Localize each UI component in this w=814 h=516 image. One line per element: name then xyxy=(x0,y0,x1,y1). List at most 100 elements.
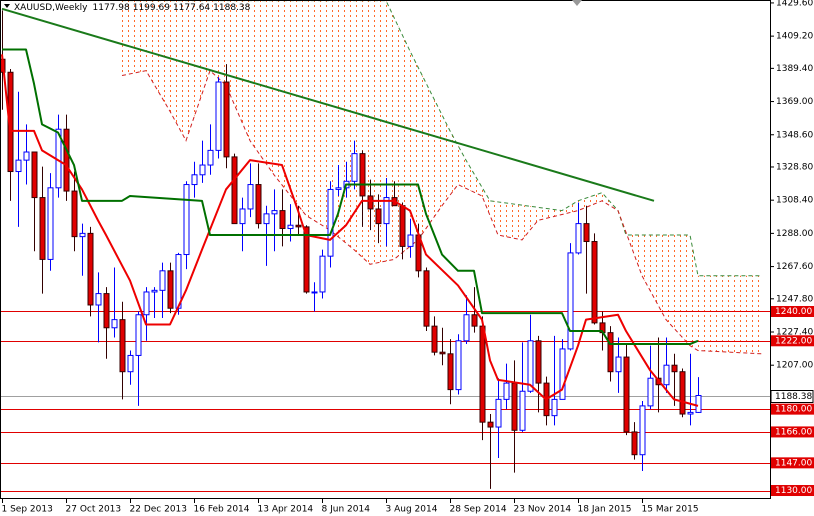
candle-body xyxy=(631,431,638,456)
candle-body xyxy=(39,197,46,260)
trend-line xyxy=(1,7,655,202)
candle-body xyxy=(319,255,326,293)
candle-body xyxy=(495,398,502,428)
y-tick-label: 1288.00 xyxy=(776,229,813,239)
last-close: 1188.38 xyxy=(213,3,250,13)
candle-body xyxy=(279,210,286,229)
level-label: 1240.00 xyxy=(775,307,812,317)
candle-body xyxy=(231,156,238,225)
candle-body xyxy=(15,159,22,173)
x-tick-label: 23 Nov 2014 xyxy=(514,505,572,515)
candle-body xyxy=(167,270,174,309)
candle-body xyxy=(615,356,622,373)
candle-body xyxy=(551,398,558,417)
tenkan-line xyxy=(1,54,699,407)
candle-body xyxy=(399,205,406,247)
candle-body xyxy=(7,71,14,173)
candle-body xyxy=(31,151,38,199)
candle-body xyxy=(63,128,70,192)
y-tick-label: 1207.00 xyxy=(776,361,813,371)
candle-body xyxy=(79,232,86,238)
current-price-label: 1188.38 xyxy=(775,392,812,402)
candle-body xyxy=(623,356,630,433)
candle-body xyxy=(103,293,110,329)
header-icon xyxy=(4,4,10,8)
level-label: 1147.00 xyxy=(775,458,812,468)
y-tick-label: 1389.40 xyxy=(776,64,813,74)
current-price-box xyxy=(770,390,814,403)
candle-body xyxy=(247,184,254,210)
candle-body xyxy=(159,270,166,291)
candle-body xyxy=(511,382,518,431)
x-tick-label: 18 Jan 2015 xyxy=(578,505,632,515)
candle-body xyxy=(575,223,582,254)
x-tick-label: 3 Aug 2014 xyxy=(386,505,438,515)
x-tick-label: 16 Feb 2014 xyxy=(194,505,250,515)
x-tick-label: 8 Jun 2014 xyxy=(322,505,371,515)
x-tick-label: 28 Sep 2014 xyxy=(450,505,507,515)
candle-body xyxy=(527,340,534,392)
candle-body xyxy=(263,213,270,225)
candle-body xyxy=(567,252,574,350)
shift-marker xyxy=(572,0,582,6)
candle-body xyxy=(679,371,686,415)
candle-body xyxy=(535,340,542,384)
candle-body xyxy=(607,332,614,373)
candle-body xyxy=(663,364,670,386)
candle-body xyxy=(311,291,318,294)
candle-body xyxy=(503,382,510,400)
y-tick-label: 1328.80 xyxy=(776,162,813,172)
y-tick-label: 1227.40 xyxy=(776,328,813,338)
y-tick-label: 1267.60 xyxy=(776,262,813,272)
plot-area xyxy=(0,0,770,492)
candle-body xyxy=(439,351,446,355)
candle-body xyxy=(111,319,118,329)
candle-body xyxy=(695,395,702,413)
candle-body xyxy=(407,234,414,247)
candle-body xyxy=(687,411,694,415)
candle-body xyxy=(447,353,454,391)
candle-body xyxy=(359,153,366,197)
level-label-box xyxy=(771,485,814,497)
candle-body xyxy=(639,405,646,456)
candle-body xyxy=(239,208,246,225)
candle-body xyxy=(287,224,294,229)
y-tick-label: 1429.60 xyxy=(776,0,813,8)
candle-body xyxy=(71,190,78,238)
candle-body xyxy=(583,223,590,243)
x-tick-label: 13 Apr 2014 xyxy=(258,505,314,515)
candle-body xyxy=(351,153,358,182)
x-tick-label: 15 Mar 2015 xyxy=(642,505,699,515)
candle-body xyxy=(199,164,206,176)
level-label: 1130.00 xyxy=(775,486,812,496)
level-label-box xyxy=(771,457,814,469)
level-label: 1222.00 xyxy=(775,336,812,346)
chart-header: XAUUSD,Weekly 1177.98 1199.69 1177.64 1188.3… xyxy=(14,3,251,13)
candle-body xyxy=(175,254,182,309)
candle-body xyxy=(255,184,262,225)
candle-body xyxy=(479,325,486,423)
y-tick-label: 1308.40 xyxy=(776,196,813,206)
y-tick-label: 1409.20 xyxy=(776,32,813,42)
candle-body xyxy=(95,293,102,306)
candle-body xyxy=(191,174,198,186)
candle-body xyxy=(47,187,54,260)
candle-body xyxy=(671,364,678,373)
y-tick-label: 1247.80 xyxy=(776,294,813,304)
candle-body xyxy=(135,314,142,356)
candle-body xyxy=(303,226,310,293)
candle-body xyxy=(87,232,94,306)
level-label: 1166.00 xyxy=(775,427,812,437)
candle-body xyxy=(127,354,134,373)
last-low: 1177.64 xyxy=(173,3,210,13)
candle-body xyxy=(383,197,390,225)
candle-body xyxy=(327,188,334,257)
candle-body xyxy=(335,187,342,190)
candle-body xyxy=(375,208,382,225)
last-open: 1177.98 xyxy=(93,3,130,13)
candle-body xyxy=(431,325,438,353)
candle-body xyxy=(295,224,302,228)
kijun-line xyxy=(2,48,699,346)
candle-body xyxy=(471,314,478,327)
